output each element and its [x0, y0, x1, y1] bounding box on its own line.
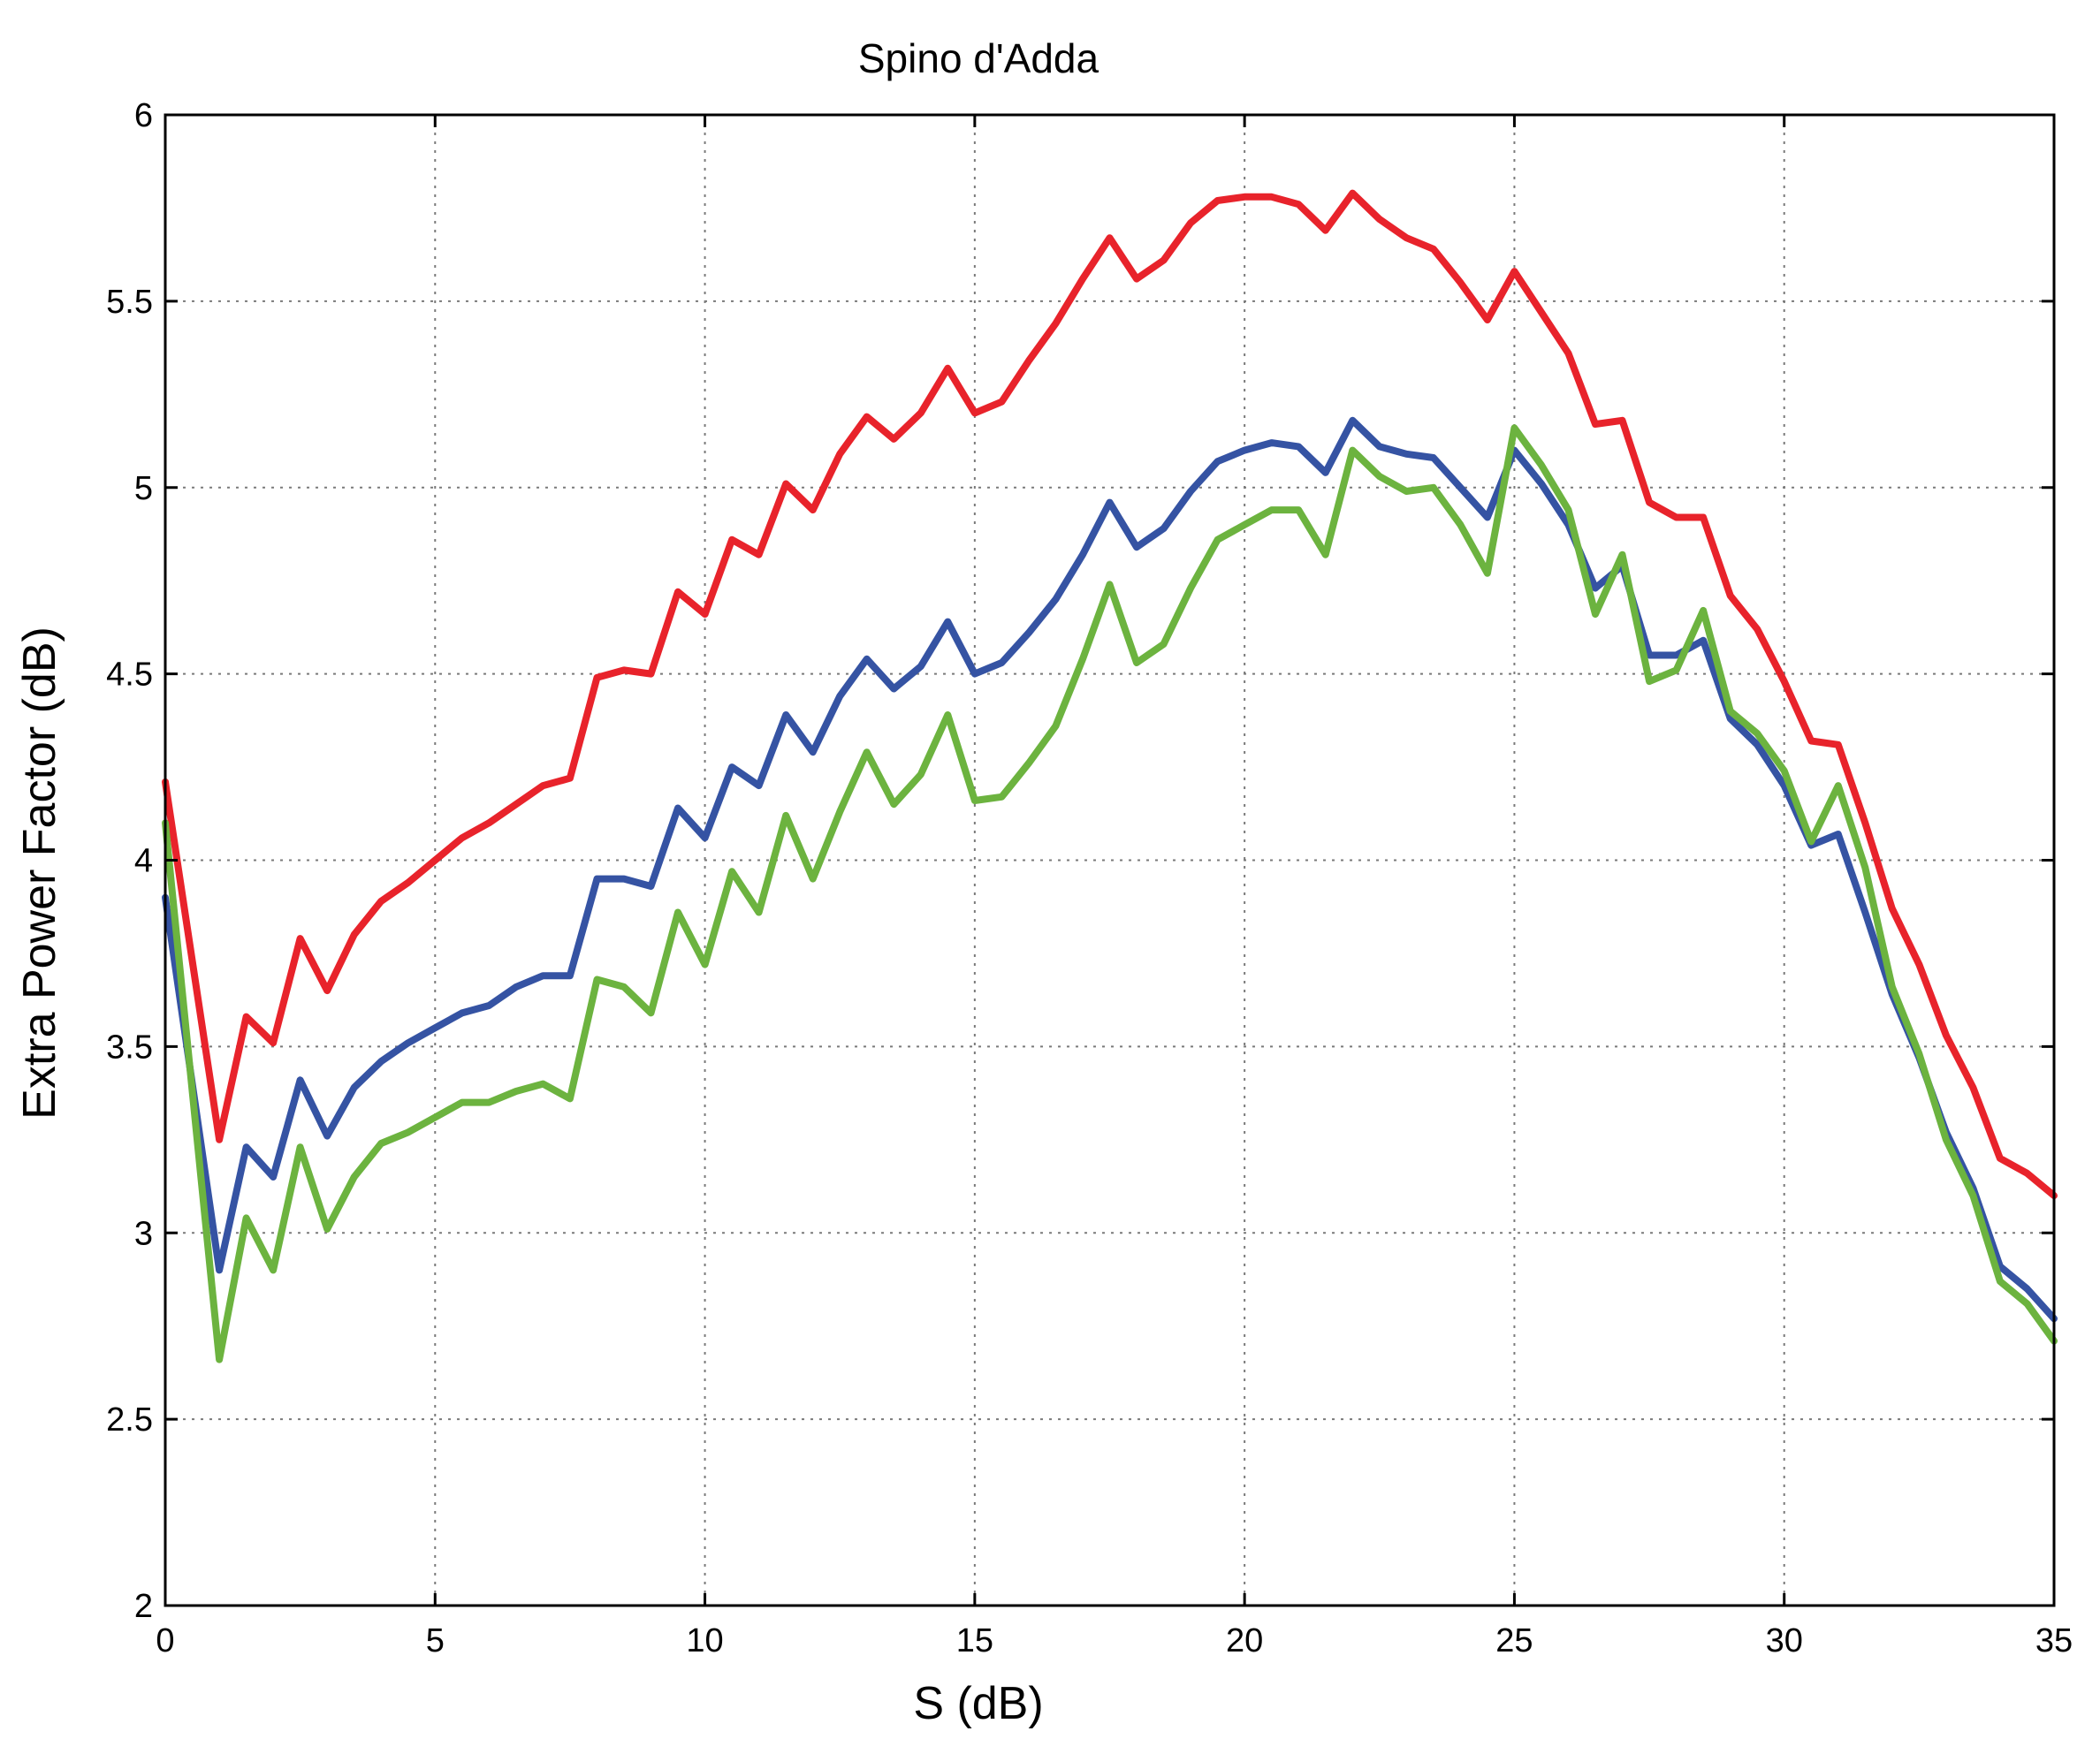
y-tick-label: 3 — [134, 1215, 153, 1252]
y-tick-label: 3.5 — [106, 1029, 153, 1066]
x-tick-label: 10 — [686, 1622, 723, 1659]
x-tick-label: 0 — [156, 1622, 174, 1659]
series-line-3 — [162, 424, 2058, 1363]
y-axis-label: Extra Power Factor (dB) — [14, 626, 65, 1120]
grid-lines — [165, 115, 2054, 1606]
x-axis-label: S (dB) — [913, 1678, 1043, 1729]
x-tick-label: 30 — [1766, 1622, 1803, 1659]
y-tick-label: 4.5 — [106, 657, 153, 694]
y-tick-label: 5.5 — [106, 284, 153, 321]
y-tick-label: 2 — [134, 1588, 153, 1625]
y-tick-label: 6 — [134, 97, 153, 134]
y-tick-label: 4 — [134, 843, 153, 880]
x-tick-label: 25 — [1495, 1622, 1533, 1659]
series-line-1 — [162, 189, 2058, 1200]
x-tick-label: 20 — [1226, 1622, 1263, 1659]
axis-ticks: 0 5 10 15 20 25 30 35 2 2.5 3 3.5 4 4.5 5 5.5 6 — [106, 97, 2073, 1659]
x-tick-label: 5 — [426, 1622, 445, 1659]
series-lines — [162, 189, 2058, 1363]
series-line-2 — [162, 416, 2058, 1323]
chart-title: Spino d'Adda — [858, 35, 1099, 81]
y-tick-label: 2.5 — [106, 1401, 153, 1439]
x-tick-label: 35 — [2035, 1622, 2073, 1659]
y-tick-label: 5 — [134, 470, 153, 507]
x-tick-label: 15 — [956, 1622, 993, 1659]
